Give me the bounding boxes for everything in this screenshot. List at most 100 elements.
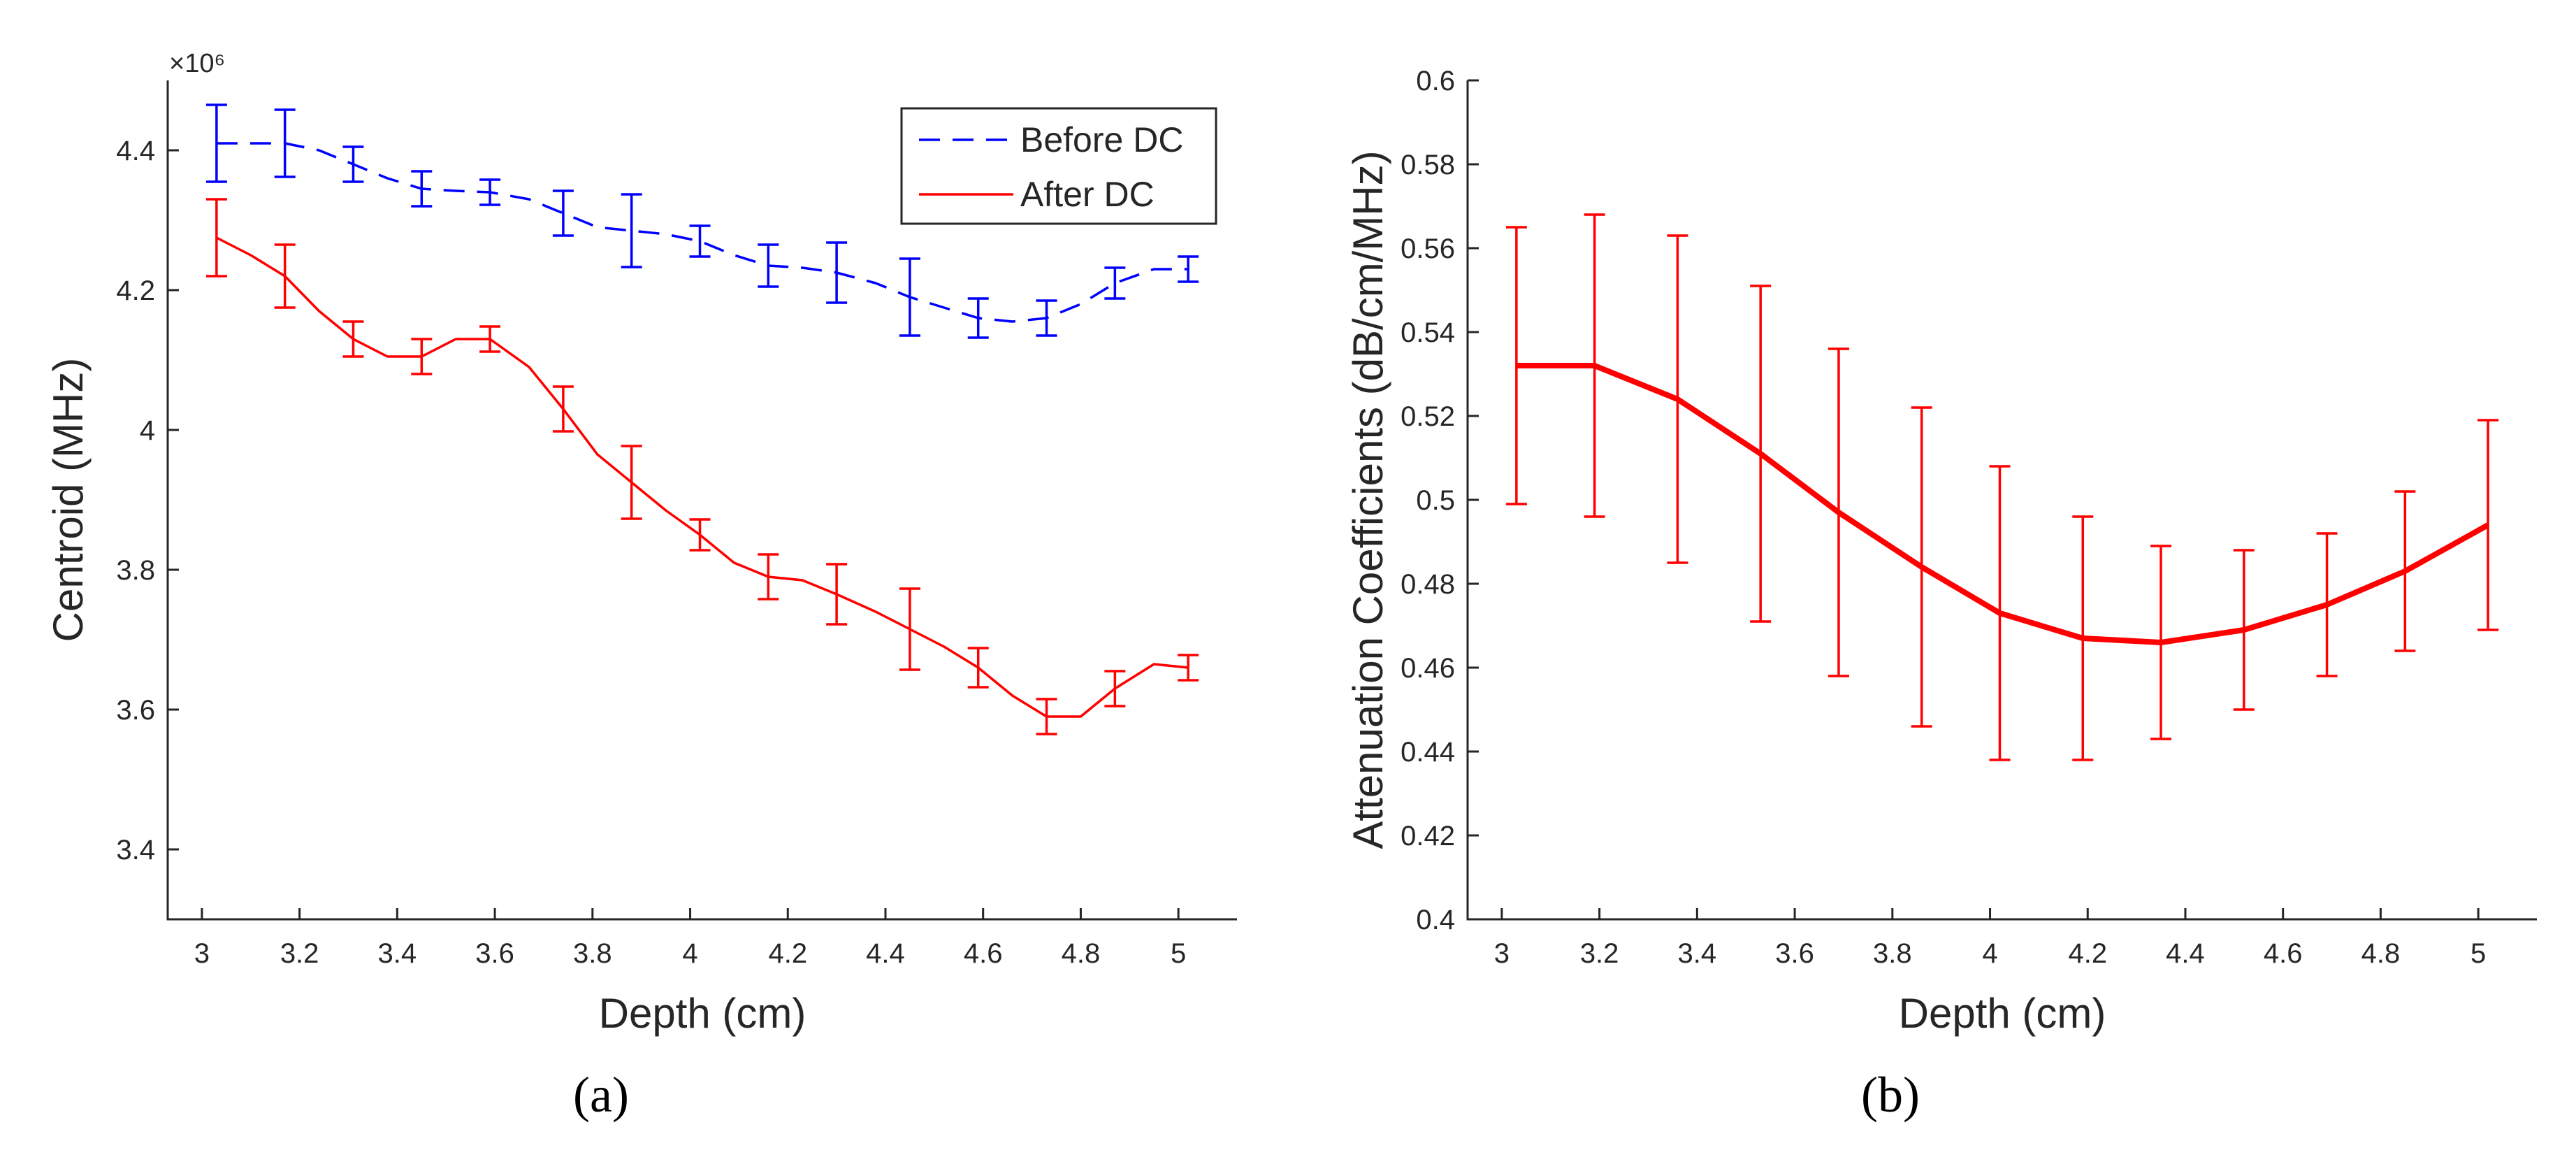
chart-a-xlabel: Depth (cm) xyxy=(599,990,806,1037)
chart-b-xtick-label: 3.2 xyxy=(1580,938,1619,969)
chart-a-errorbar xyxy=(1036,299,1057,337)
chart-b-errorbar xyxy=(2150,545,2172,740)
chart-b-errorbar xyxy=(1505,226,1527,505)
chart-b-xtick-label: 3.8 xyxy=(1873,938,1912,969)
chart-a-errorbar xyxy=(342,320,364,358)
chart-a-errorbar xyxy=(342,145,364,183)
chart-a-errorbar xyxy=(1178,654,1199,682)
chart-b-plot-area xyxy=(1468,80,2537,919)
chart-b-errorbar xyxy=(1584,213,1605,518)
chart-a-xtick-label: 3.6 xyxy=(475,938,514,969)
chart-a-errorbar xyxy=(552,385,574,433)
chart-a-errorbar xyxy=(621,445,642,520)
chart-a-legend-box xyxy=(900,107,1217,225)
chart-b-errorbar xyxy=(1911,406,1932,728)
chart-a-series-line-0 xyxy=(216,142,1189,323)
chart-a: 3 3.2 3.4 3.6 3.8 4 4.2 4.4 4.6 4.8 5 3.4 3.6 3.8 4 4.2… xyxy=(45,49,1237,1037)
chart-a-legend: Before DC After DC xyxy=(900,107,1217,225)
chart-b-xtick-label: 4.8 xyxy=(2361,938,2401,969)
chart-a-errorbar xyxy=(689,518,711,552)
chart-b-ytick-label: 0.54 xyxy=(1401,317,1455,348)
chart-a-errorbar xyxy=(826,563,848,626)
chart-a-series xyxy=(205,103,1199,735)
chart-a-xtick-label: 4.8 xyxy=(1062,938,1101,969)
chart-a-errorbar xyxy=(621,193,642,268)
chart-a-errorbar xyxy=(479,178,501,206)
caption-b: (b) xyxy=(1861,1067,1920,1123)
chart-a-errorbar xyxy=(899,257,920,337)
chart-a-errorbar xyxy=(967,297,989,339)
chart-b-xtick-label: 3 xyxy=(1494,938,1510,969)
chart-b-errorbar xyxy=(1989,465,2011,761)
chart-b-errorbar xyxy=(2394,490,2416,652)
chart-b-ylabel: Attenuation Coefficients (dB/cm/MHz) xyxy=(1345,150,1391,849)
caption-a: (a) xyxy=(573,1067,629,1123)
chart-b-xtick-label: 3.6 xyxy=(1775,938,1814,969)
chart-b-xlabel: Depth (cm) xyxy=(1899,990,2106,1037)
chart-b-errorbar xyxy=(1667,234,1688,564)
chart-b-ytick-label: 0.5 xyxy=(1416,485,1455,516)
chart-b-ytick-label: 0.4 xyxy=(1416,905,1455,935)
chart-a-ytick-label: 3.4 xyxy=(116,835,155,865)
chart-b-xtick-label: 4.4 xyxy=(2166,938,2205,969)
chart-b: 3 3.2 3.4 3.6 3.8 4 4.2 4.4 4.6 4.8 5 0.4 0.42 0.44 0.… xyxy=(1345,66,2537,1037)
chart-a-xtick-label: 4.4 xyxy=(866,938,905,969)
legend-after-dc-label: After DC xyxy=(1020,175,1155,214)
chart-a-xtick-label: 5 xyxy=(1171,938,1186,969)
chart-a-xtick-label: 3 xyxy=(194,938,210,969)
chart-a-ytick-label: 3.6 xyxy=(116,695,155,726)
chart-b-xtick-label: 5 xyxy=(2470,938,2486,969)
chart-a-errorbar xyxy=(274,108,296,178)
chart-a-ytick-label: 3.8 xyxy=(116,555,155,586)
chart-b-ticks: 3 3.2 3.4 3.6 3.8 4 4.2 4.4 4.6 4.8 5 0.4 0.42 0.44 0.… xyxy=(1401,66,2486,969)
chart-a-xtick-label: 4.6 xyxy=(964,938,1003,969)
chart-b-axes xyxy=(1466,80,2537,921)
chart-a-errorbar xyxy=(205,103,227,183)
chart-a-ylabel: Centroid (MHz) xyxy=(45,358,92,642)
chart-b-errorbar xyxy=(2072,515,2094,761)
chart-b-xtick-label: 4 xyxy=(1982,938,1997,969)
chart-a-errorbar xyxy=(1104,670,1126,707)
chart-b-ytick-label: 0.6 xyxy=(1416,66,1455,96)
chart-b-ytick-label: 0.52 xyxy=(1401,401,1455,432)
chart-a-xtick-label: 4 xyxy=(682,938,697,969)
chart-b-series xyxy=(1505,213,2499,761)
chart-a-errorbar xyxy=(1178,255,1199,283)
chart-a-errorbar xyxy=(205,198,227,278)
chart-a-ticks: 3 3.2 3.4 3.6 3.8 4 4.2 4.4 4.6 4.8 5 3.4 3.6 3.8 4 4.2… xyxy=(116,136,1186,969)
chart-a-xtick-label: 3.8 xyxy=(573,938,612,969)
chart-b-ytick-label: 0.46 xyxy=(1401,653,1455,684)
chart-b-errorbar xyxy=(1828,347,1849,677)
chart-a-errorbar xyxy=(479,325,501,353)
chart-a-errorbar xyxy=(826,241,848,304)
chart-a-errorbar xyxy=(899,587,920,671)
chart-b-errorbar xyxy=(2477,419,2499,631)
chart-a-axes xyxy=(166,80,1237,921)
chart-a-errorbar xyxy=(274,243,296,309)
chart-b-xtick-label: 4.2 xyxy=(2068,938,2107,969)
chart-a-y-multiplier: ×10⁶ xyxy=(169,49,225,78)
chart-b-ytick-label: 0.44 xyxy=(1401,737,1455,768)
chart-a-ytick-label: 4.2 xyxy=(116,275,155,306)
chart-a-xtick-label: 4.2 xyxy=(768,938,807,969)
chart-a-ytick-label: 4.4 xyxy=(116,136,155,166)
chart-a-errorbar xyxy=(1036,698,1057,735)
chart-b-errorbar xyxy=(2316,532,2338,677)
chart-a-errorbar xyxy=(758,243,779,288)
chart-b-xtick-label: 4.6 xyxy=(2264,938,2303,969)
chart-b-errorbar xyxy=(2233,549,2255,711)
chart-a-errorbar xyxy=(689,224,711,258)
chart-a-errorbar xyxy=(967,647,989,689)
chart-a-xtick-label: 3.4 xyxy=(378,938,417,969)
chart-b-ytick-label: 0.48 xyxy=(1401,569,1455,600)
chart-a-xtick-label: 3.2 xyxy=(280,938,319,969)
chart-a-errorbar xyxy=(552,189,574,237)
chart-a-ytick-label: 4 xyxy=(140,415,155,446)
chart-b-xtick-label: 3.4 xyxy=(1678,938,1717,969)
chart-b-ytick-label: 0.56 xyxy=(1401,233,1455,264)
chart-b-ytick-label: 0.42 xyxy=(1401,821,1455,851)
chart-b-errorbar xyxy=(1750,285,1772,623)
chart-a-errorbar xyxy=(411,170,433,208)
chart-b-ytick-label: 0.58 xyxy=(1401,150,1455,180)
chart-a-errorbar xyxy=(411,338,433,375)
